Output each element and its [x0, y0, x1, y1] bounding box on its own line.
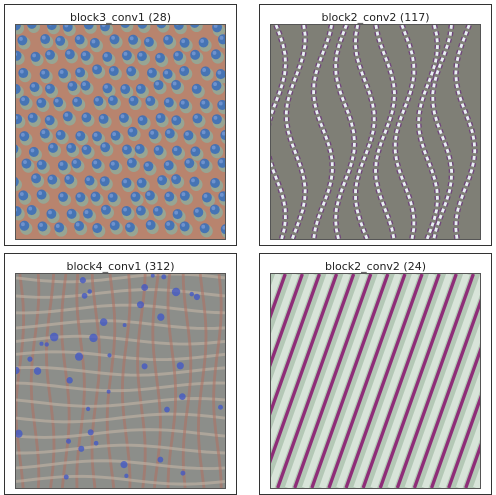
panel-frame: block4_conv1 (312) — [4, 253, 237, 495]
feature-visualization-image — [15, 273, 226, 489]
panel-title: block3_conv1 (28) — [5, 11, 236, 25]
feature-panel-1: block3_conv1 (28) — [0, 0, 241, 246]
panel-title: block4_conv1 (312) — [5, 260, 236, 274]
feature-panel-2: block2_conv2 (117) — [255, 0, 496, 246]
feature-visualization-image — [270, 273, 481, 489]
panel-frame: block2_conv2 (117) — [259, 4, 492, 246]
diagonal-stripes-pattern — [271, 274, 480, 488]
feature-visualization-image — [270, 24, 481, 240]
panel-frame: block2_conv2 (24) — [259, 253, 492, 495]
feature-visualization-image — [15, 24, 226, 240]
panel-title: block2_conv2 (24) — [260, 260, 491, 274]
panel-title: block2_conv2 (117) — [260, 11, 491, 25]
woven-grid-pattern — [16, 274, 225, 488]
feature-panel-3: block4_conv1 (312) — [0, 249, 241, 495]
panel-frame: block3_conv1 (28) — [4, 4, 237, 246]
feature-panel-4: block2_conv2 (24) — [255, 249, 496, 495]
blue-dots-pattern — [16, 25, 225, 239]
wavy-stripes-pattern — [271, 25, 480, 239]
